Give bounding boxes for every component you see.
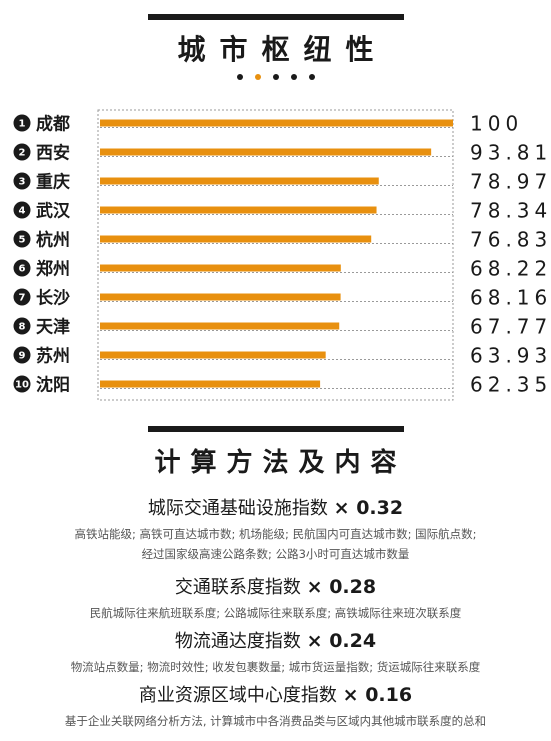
rank-number: 10 — [15, 380, 29, 391]
city-label: 武汉 — [36, 201, 71, 222]
rank-number: 1 — [19, 119, 26, 130]
rank-number: 4 — [19, 206, 26, 217]
city-label: 沈阳 — [36, 375, 70, 396]
bar — [100, 293, 341, 301]
pagination-dots — [0, 74, 551, 80]
city-label: 重庆 — [36, 172, 70, 193]
city-label: 苏州 — [36, 346, 70, 367]
value-label: 68.16 — [470, 286, 551, 310]
hub-ranking-chart: 1 成都 100 2 西安 93.81 3 重庆 78.97 4 武汉 78.34 5 杭州 76.83 6 郑… — [13, 109, 551, 401]
rank-badge — [13, 143, 31, 161]
method-weight: × 0.16 — [342, 684, 413, 706]
rank-number: 6 — [19, 264, 26, 275]
rank-number: 2 — [19, 148, 26, 159]
city-label: 杭州 — [36, 230, 70, 251]
rank-badge — [13, 346, 31, 364]
bar — [100, 322, 340, 330]
value-label: 68.22 — [470, 257, 551, 281]
rank-number: 7 — [19, 293, 26, 304]
method-weight: × 0.24 — [306, 630, 377, 652]
method-heading: 交通联系度指数 × 0.28 — [0, 573, 551, 599]
bar — [100, 206, 377, 214]
city-label: 成都 — [36, 114, 70, 135]
rank-badge — [13, 375, 31, 393]
rank-number: 8 — [19, 322, 26, 333]
pagination-dot — [272, 74, 279, 80]
value-label: 63.93 — [470, 344, 551, 368]
bar — [100, 264, 341, 272]
method-block: 物流通达度指数 × 0.24 物流站点数量; 物流时效性; 收发包裹数量; 城市… — [0, 627, 551, 677]
method-block: 城际交通基础设施指数 × 0.32 高铁站能级; 高铁可直达城市数; 机场能级;… — [0, 494, 551, 564]
methods-title: 计算方法及内容 — [154, 448, 407, 478]
pagination-dot — [236, 74, 243, 80]
method-desc-line: 高铁站能级; 高铁可直达城市数; 机场能级; 民航国内可直达城市数; 国际航点数… — [74, 527, 477, 541]
method-heading: 城际交通基础设施指数 × 0.32 — [0, 494, 551, 520]
city-label: 长沙 — [36, 288, 70, 309]
city-label: 天津 — [36, 317, 70, 338]
page-title: 城市枢纽性 — [177, 33, 388, 66]
method-heading: 商业资源区域中心度指数 × 0.16 — [0, 681, 551, 707]
method-heading: 物流通达度指数 × 0.24 — [0, 627, 551, 653]
rank-number: 9 — [19, 351, 26, 362]
value-label: 62.35 — [470, 373, 551, 397]
bar — [100, 119, 453, 127]
bar — [100, 351, 326, 359]
method-block: 商业资源区域中心度指数 × 0.16 基于企业关联网络分析方法, 计算城市中各消… — [0, 681, 551, 731]
pagination-dot — [308, 74, 315, 80]
method-desc-line: 基于企业关联网络分析方法, 计算城市中各消费品类与区域内其他城市联系度的总和 — [64, 714, 487, 728]
bar — [100, 380, 321, 388]
rank-badge — [13, 114, 31, 132]
value-label: 78.34 — [470, 199, 551, 223]
method-name: 城际交通基础设施指数 — [147, 498, 328, 519]
bar — [100, 235, 372, 243]
method-name: 交通联系度指数 — [174, 577, 301, 598]
value-label: 67.77 — [470, 315, 551, 339]
value-label: 93.81 — [470, 141, 551, 165]
rank-badge — [13, 230, 31, 248]
method-desc-line: 经过国家级高速公路条数; 公路3小时可直达城市数量 — [141, 547, 410, 561]
rank-badge — [13, 288, 31, 306]
value-label: 76.83 — [470, 228, 551, 252]
method-desc-line: 民航城际往来航班联系度; 公路城际往来联系度; 高铁城际往来班次联系度 — [89, 606, 462, 620]
city-label: 西安 — [36, 143, 70, 164]
rank-badge — [13, 172, 31, 190]
rank-badge — [13, 259, 31, 277]
method-name: 物流通达度指数 — [174, 631, 301, 652]
method-weight: × 0.32 — [333, 497, 404, 519]
chart-frame — [97, 109, 454, 401]
pagination-dot — [290, 74, 297, 80]
top-rule — [148, 14, 404, 20]
method-block: 交通联系度指数 × 0.28 民航城际往来航班联系度; 公路城际往来联系度; 高… — [0, 573, 551, 623]
rank-number: 5 — [19, 235, 26, 246]
method-desc-line: 物流站点数量; 物流时效性; 收发包裹数量; 城市货运量指数; 货运城际往来联系… — [70, 660, 481, 674]
rank-badge — [13, 317, 31, 335]
city-label: 郑州 — [36, 259, 70, 280]
method-weight: × 0.28 — [306, 576, 377, 598]
method-name: 商业资源区域中心度指数 — [138, 685, 337, 706]
value-label: 100 — [470, 112, 523, 136]
rank-number: 3 — [19, 177, 26, 188]
bar — [100, 177, 379, 185]
rank-badge — [13, 201, 31, 219]
value-label: 78.97 — [470, 170, 551, 194]
pagination-dot — [254, 74, 261, 80]
bar — [100, 148, 432, 156]
section-rule — [148, 426, 404, 432]
